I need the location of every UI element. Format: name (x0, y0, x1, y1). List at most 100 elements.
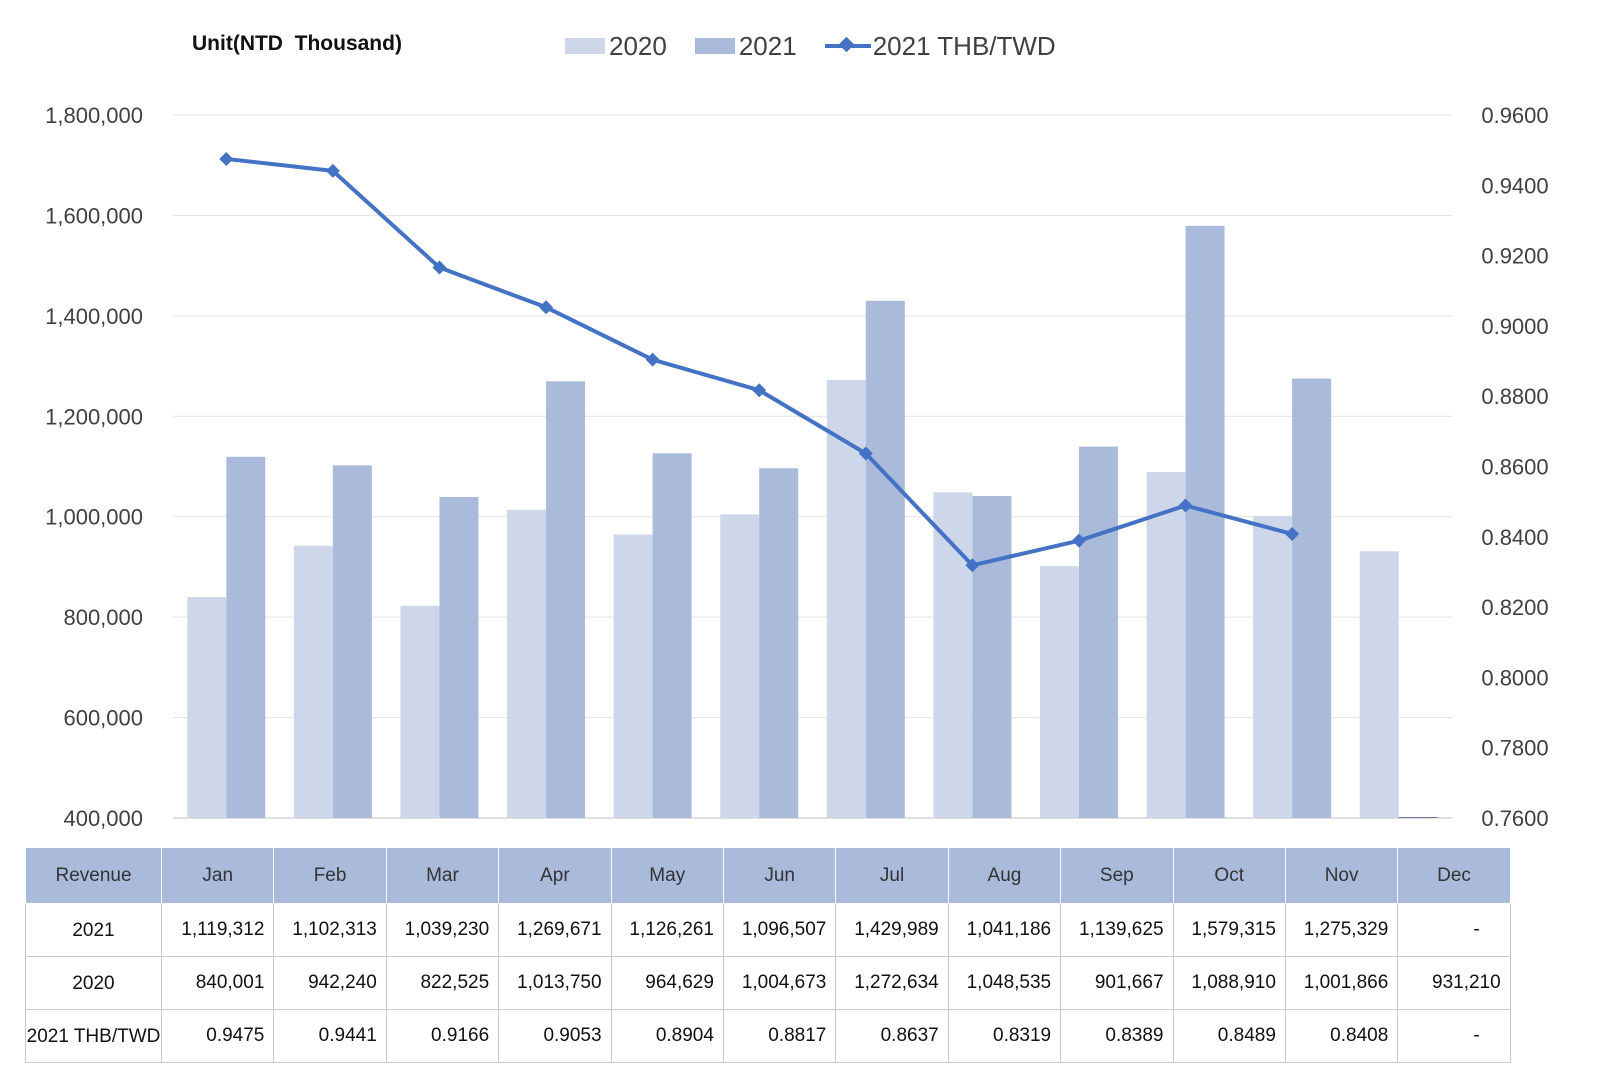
table-cell: 931,210 (1397, 956, 1511, 1010)
y-right-tick-label: 0.8600 (1481, 455, 1548, 480)
bar-2021 (1078, 446, 1118, 818)
revenue-table: Revenue Jan Feb Mar Apr May Jun Jul Aug Sep Oct Nov… (25, 847, 1511, 1063)
y-left-tick-label: 1,000,000 (45, 505, 143, 530)
thb-twd-point (219, 151, 234, 166)
y-left-tick-label: 400,000 (63, 806, 143, 831)
legend-line-marker (824, 38, 871, 54)
thb-twd-point (645, 352, 660, 367)
y-right-tick-label: 0.9000 (1481, 314, 1548, 339)
table-cell: 1,139,625 (1060, 903, 1174, 957)
table-header-row: Revenue Jan Feb Mar Apr May Jun Jul Aug Sep Oct Nov… (25, 847, 1511, 904)
table-header-month: Dec (1397, 847, 1511, 904)
table-cell: 1,041,186 (947, 903, 1062, 957)
legend-label-thb-twd: 2021 THB/TWD (872, 30, 1056, 61)
table-row-label: 2020 (25, 956, 162, 1010)
legend-label-2021: 2021 (738, 30, 797, 61)
bar-2021 (1185, 225, 1225, 818)
legend-item-2020: 2020 (565, 31, 667, 62)
table-cell: 0.9441 (273, 1009, 387, 1063)
thb-twd-point (325, 163, 340, 178)
unit-label: Unit(NTD Thousand) (192, 32, 402, 55)
bar-2021 (759, 468, 799, 818)
table-cell: 964,629 (610, 956, 724, 1010)
bar-2021 (546, 381, 586, 818)
bar-2020 (826, 379, 866, 818)
y-right-tick-label: 0.9200 (1481, 244, 1548, 269)
table-cell: 1,088,910 (1172, 956, 1286, 1010)
y-left-tick-label: 1,400,000 (45, 304, 143, 329)
y-left-tick-label: 600,000 (63, 706, 143, 731)
bar-2021 (1292, 378, 1332, 818)
table-row-label: 2021 (25, 903, 162, 957)
table-row: 2021 THB/TWD 0.9475 0.9441 0.9166 0.9053 0.89… (25, 1009, 1511, 1063)
table-cell: 942,240 (273, 956, 387, 1010)
table-cell: - (1397, 1009, 1511, 1063)
table-header-month: Jun (722, 847, 837, 904)
legend-label-2020: 2020 (609, 30, 667, 61)
table-cell: 1,119,312 (160, 903, 275, 957)
table-cell: - (1397, 903, 1511, 957)
y-left-tick-label: 1,800,000 (45, 103, 143, 128)
table-cell: 0.9166 (385, 1009, 500, 1063)
table-row-label: 2021 THB/TWD (25, 1009, 162, 1063)
table-cell: 0.9475 (160, 1009, 275, 1063)
table-cell: 1,102,313 (273, 903, 387, 957)
bar-2020 (1359, 551, 1399, 818)
y-right-tick-label: 0.8400 (1481, 525, 1548, 550)
bar-2020 (1146, 472, 1186, 818)
table-cell: 1,275,329 (1284, 903, 1399, 957)
table-cell: 1,048,535 (947, 956, 1062, 1010)
y-right-tick-label: 0.9600 (1481, 103, 1548, 128)
thb-twd-point (432, 260, 447, 275)
table-header-month: Apr (498, 847, 612, 904)
table-row: 2020 840,001 942,240 822,525 1,013,750 964,62… (25, 956, 1511, 1010)
bar-2020 (400, 605, 440, 818)
thb-twd-point (1178, 498, 1193, 513)
y-right-tick-label: 0.8800 (1481, 384, 1548, 409)
table-cell: 1,269,671 (498, 903, 612, 957)
thb-twd-point (539, 300, 554, 315)
table-header-month: Aug (947, 847, 1062, 904)
table-header-month: Sep (1060, 847, 1174, 904)
bar-2020 (293, 545, 333, 818)
chart-plot: 1,800,000 1,600,000 1,400,000 1,200,000 1,00… (45, 103, 1549, 831)
table-cell: 0.8637 (835, 1009, 949, 1063)
table-header-month: Nov (1284, 847, 1399, 904)
table-cell: 1,272,634 (835, 956, 949, 1010)
bar-2021 (972, 496, 1012, 818)
table-header-month: May (610, 847, 724, 904)
table-cell: 0.8817 (722, 1009, 837, 1063)
bar-2020 (933, 492, 973, 818)
table-header-month: Oct (1172, 847, 1286, 904)
legend-swatch-2021 (694, 38, 735, 54)
y-right-tick-label: 0.8200 (1481, 595, 1548, 620)
table-cell: 1,126,261 (610, 903, 724, 957)
table-header-label: Revenue (25, 847, 162, 904)
thb-twd-point (1071, 533, 1086, 548)
bar-2021 (332, 465, 372, 818)
legend-item-thb-twd: 2021 THB/TWD (824, 30, 1056, 62)
legend: 2020 2021 2021 THB/TWD (565, 26, 1084, 66)
table-cell: 1,096,507 (722, 903, 837, 957)
y-right-tick-label: 0.7800 (1481, 736, 1548, 761)
table-cell: 1,429,989 (835, 903, 949, 957)
table-header-month: Jan (160, 847, 275, 904)
table-header-month: Feb (273, 847, 387, 904)
bar-2021 (226, 456, 266, 818)
y-right-tick-label: 0.9400 (1481, 173, 1548, 198)
table-cell: 840,001 (160, 956, 275, 1010)
y-left-tick-label: 800,000 (63, 605, 143, 630)
y-right-tick-label: 0.7600 (1481, 806, 1548, 831)
bar-2020 (187, 597, 227, 818)
bar-2020 (1253, 515, 1293, 818)
legend-swatch-2020 (565, 38, 605, 54)
table-cell: 1,001,866 (1284, 956, 1399, 1010)
bar-2021 (865, 300, 905, 819)
thb-twd-point (752, 383, 767, 398)
table-cell: 901,667 (1060, 956, 1174, 1010)
bar-2021 (652, 453, 692, 818)
y-left-tick-label: 1,600,000 (45, 203, 143, 228)
thb-twd-point (965, 558, 980, 573)
table-cell: 0.8319 (947, 1009, 1062, 1063)
bar-2021 (439, 497, 479, 818)
